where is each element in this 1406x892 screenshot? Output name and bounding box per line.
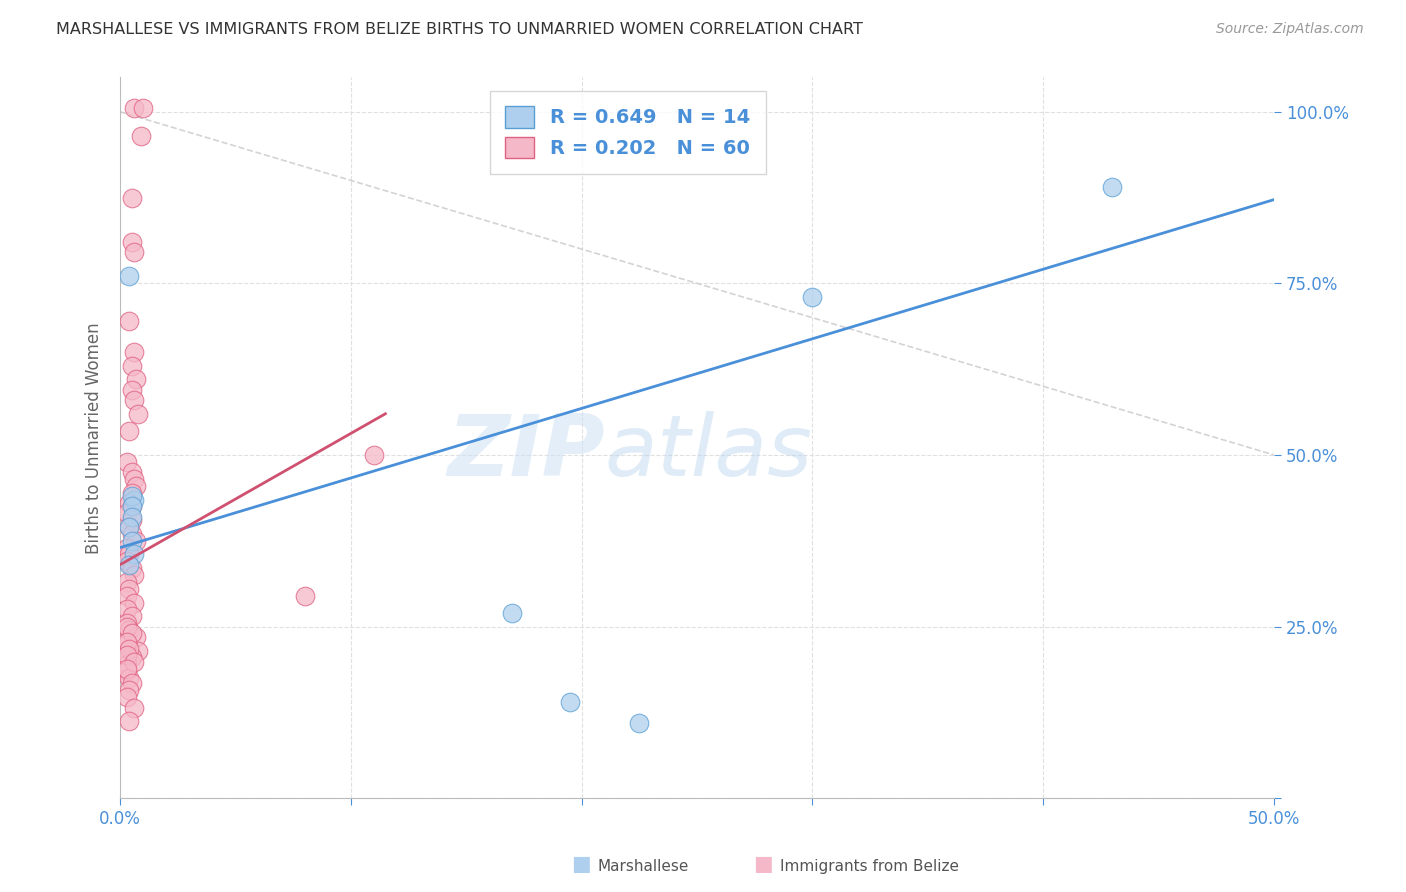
Point	[118, 582, 141, 596]
Point	[122, 548, 145, 562]
Point	[121, 190, 143, 204]
Text: MARSHALLESE VS IMMIGRANTS FROM BELIZE BIRTHS TO UNMARRIED WOMEN CORRELATION CHAR: MARSHALLESE VS IMMIGRANTS FROM BELIZE BI…	[56, 22, 863, 37]
Point	[118, 714, 141, 729]
Point	[121, 533, 143, 548]
Point	[118, 520, 141, 534]
Point	[115, 554, 138, 568]
Point	[115, 589, 138, 603]
Point	[121, 383, 143, 397]
Point	[129, 128, 152, 143]
Text: Marshallese: Marshallese	[598, 859, 689, 873]
Point	[125, 533, 148, 548]
Text: Immigrants from Belize: Immigrants from Belize	[780, 859, 959, 873]
Point	[122, 345, 145, 359]
Point	[122, 568, 145, 582]
Point	[115, 648, 138, 663]
Point	[121, 650, 143, 665]
Point	[121, 235, 143, 249]
Point	[118, 496, 141, 510]
Point	[801, 290, 824, 304]
Point	[115, 664, 138, 678]
Point	[122, 245, 145, 260]
Text: ■: ■	[571, 854, 591, 873]
Point	[122, 472, 145, 486]
Point	[121, 626, 143, 640]
Point	[121, 675, 143, 690]
Point	[118, 424, 141, 438]
Point	[125, 372, 148, 386]
Point	[118, 682, 141, 697]
Point	[127, 643, 149, 657]
Point	[121, 465, 143, 479]
Point	[121, 527, 143, 541]
Point	[115, 602, 138, 616]
Legend: R = 0.649   N = 14, R = 0.202   N = 60: R = 0.649 N = 14, R = 0.202 N = 60	[489, 91, 766, 174]
Point	[115, 616, 138, 631]
Point	[115, 662, 138, 676]
Point	[121, 509, 143, 524]
Point	[122, 492, 145, 507]
Point	[118, 671, 141, 685]
Point	[121, 485, 143, 500]
Point	[115, 541, 138, 555]
Point	[121, 489, 143, 503]
Point	[628, 715, 651, 730]
Point	[121, 513, 143, 527]
Point	[122, 392, 145, 407]
Point	[125, 479, 148, 493]
Point	[118, 623, 141, 637]
Point	[122, 700, 145, 714]
Point	[501, 606, 523, 620]
Point	[122, 655, 145, 669]
Point	[115, 637, 138, 651]
Point	[115, 455, 138, 469]
Point	[115, 657, 138, 672]
Text: atlas: atlas	[605, 410, 813, 493]
Point	[132, 101, 155, 115]
Point	[121, 609, 143, 624]
Point	[115, 574, 138, 589]
Point	[115, 634, 138, 648]
Point	[118, 641, 141, 656]
Point	[558, 695, 581, 709]
Point	[125, 630, 148, 644]
Point	[121, 359, 143, 373]
Point	[121, 561, 143, 575]
Point	[118, 520, 141, 534]
Point	[122, 595, 145, 609]
Point	[294, 589, 316, 603]
Point	[115, 690, 138, 704]
Point	[115, 619, 138, 633]
Text: ■: ■	[754, 854, 773, 873]
Text: ZIP: ZIP	[447, 410, 605, 493]
Text: Source: ZipAtlas.com: Source: ZipAtlas.com	[1216, 22, 1364, 37]
Point	[121, 500, 143, 514]
Point	[118, 548, 141, 562]
Point	[118, 269, 141, 284]
Point	[122, 101, 145, 115]
Point	[121, 500, 143, 514]
Point	[115, 506, 138, 520]
Y-axis label: Births to Unmarried Women: Births to Unmarried Women	[86, 322, 103, 554]
Point	[1101, 180, 1123, 194]
Point	[363, 448, 385, 462]
Point	[118, 314, 141, 328]
Point	[118, 558, 141, 572]
Point	[127, 407, 149, 421]
